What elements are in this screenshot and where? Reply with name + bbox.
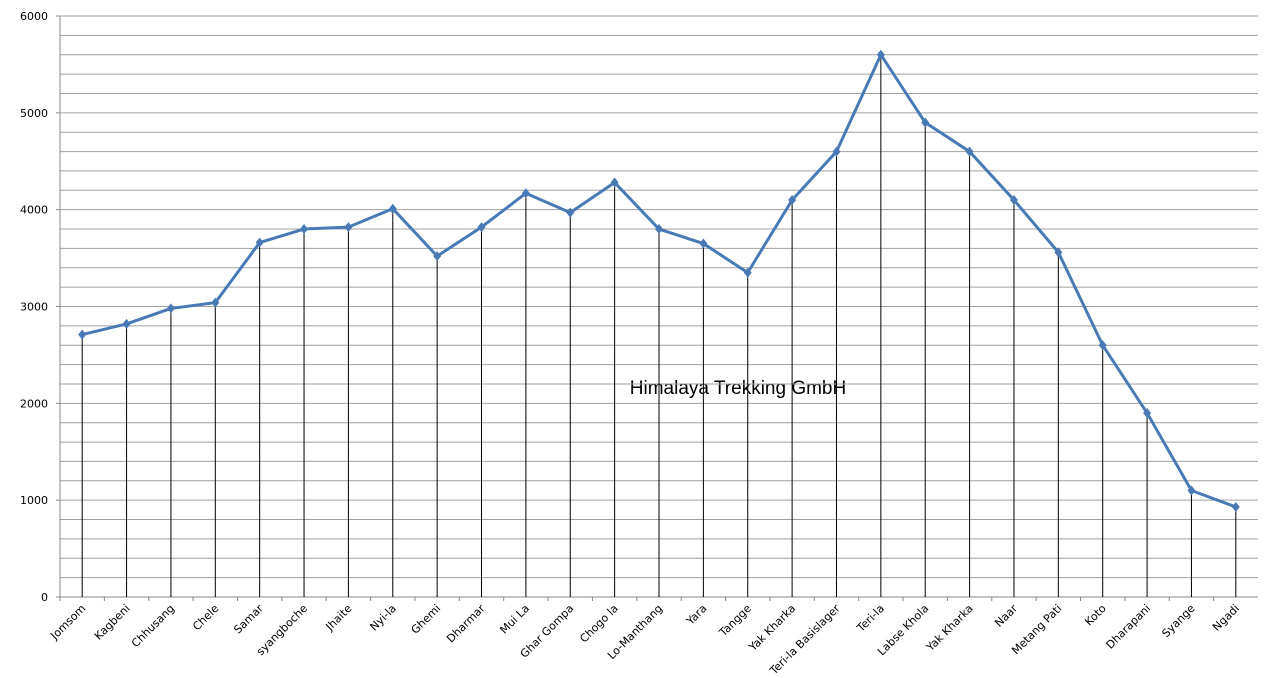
marker [255, 237, 264, 248]
x-tick-label: Naar [992, 602, 1020, 630]
marker [122, 318, 131, 329]
x-tick-label: Jomsom [47, 602, 88, 643]
marker [743, 267, 752, 278]
x-tick-label: Teri-la [854, 602, 887, 635]
x-tick-label: Nyi-la [367, 602, 399, 634]
y-tick-label: 0 [41, 591, 48, 604]
x-tick-label: Dharmar [444, 602, 488, 646]
marker [921, 117, 930, 128]
y-tick-label: 2000 [20, 397, 48, 410]
x-tick-label: Ngadi [1210, 602, 1242, 634]
marker [344, 222, 353, 233]
x-tick-label: Jhaite [323, 602, 355, 634]
x-tick-label: Yak Kharka [923, 602, 975, 654]
marker [1143, 408, 1152, 419]
marker [1098, 340, 1107, 351]
x-tick-label: Mui La [497, 602, 532, 637]
marker [699, 238, 708, 249]
marker [655, 224, 663, 235]
marker [477, 222, 486, 233]
marker [610, 177, 619, 188]
x-tick-label: Koto [1082, 602, 1109, 629]
marker [876, 49, 885, 60]
marker [1054, 247, 1063, 258]
x-tick-label: Chele [190, 602, 221, 633]
marker [1231, 501, 1240, 512]
x-tick-label: Chhusang [129, 602, 177, 650]
marker [832, 146, 841, 157]
x-tick-label: Dharapani [1104, 602, 1154, 652]
marker [521, 188, 530, 199]
y-tick-label: 5000 [20, 107, 48, 120]
y-tick-label: 6000 [20, 10, 48, 23]
annotation: Himalaya Trekking GmbH [630, 378, 846, 399]
marker [166, 303, 175, 314]
marker [300, 224, 309, 235]
marker [566, 207, 575, 218]
marker [788, 194, 797, 205]
x-tick-label: Ghemi [409, 602, 444, 637]
marker [1187, 485, 1196, 496]
x-tick-label: Samar [231, 602, 266, 637]
y-tick-label: 1000 [20, 494, 48, 507]
marker [211, 297, 220, 308]
marker [433, 251, 442, 262]
marker [965, 146, 974, 157]
x-tick-label: Chogo la [577, 602, 620, 645]
x-tick-label: Tangge [716, 602, 754, 640]
x-tick-label: Yara [683, 602, 709, 628]
x-tick-label: Syange [1159, 602, 1197, 640]
marker [78, 329, 87, 340]
x-tick-label: Kagbeni [92, 602, 133, 643]
marker [1009, 194, 1018, 205]
y-tick-label: 4000 [20, 204, 48, 217]
marker [388, 203, 397, 214]
y-tick-label: 3000 [20, 301, 48, 314]
